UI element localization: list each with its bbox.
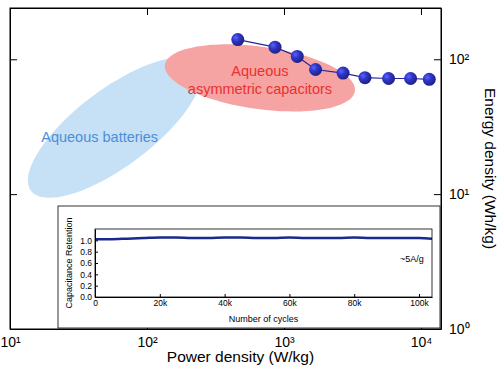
inset-chart: 0 20k 40k 60k 80k 100k 0.00.20.4 0.60.81.0 Numbe… xyxy=(58,206,440,328)
tick xyxy=(284,8,285,15)
tick-mark xyxy=(284,8,285,15)
tick: 0.4 xyxy=(80,270,98,280)
region-label: asymmetric capacitors xyxy=(188,81,332,97)
x-axis-top xyxy=(11,8,442,15)
annotation: ~5A/g xyxy=(400,254,424,264)
tick-label: 40k xyxy=(218,298,232,308)
tick-mark xyxy=(434,59,441,60)
main-chart: 10¹10²10³10⁴10⁰10¹10²Aqueous batteriesAq… xyxy=(0,8,499,365)
tick: 40k xyxy=(218,294,232,308)
tick xyxy=(421,8,422,15)
tick-mark xyxy=(421,8,422,15)
tick-mark xyxy=(160,294,161,297)
point xyxy=(358,71,371,84)
tick: 0.0 xyxy=(80,292,98,302)
tick xyxy=(10,329,17,330)
tick: 1.0 xyxy=(80,236,98,246)
point xyxy=(231,33,244,46)
tick-mark xyxy=(289,294,290,297)
tick-label: 10¹ xyxy=(0,334,21,350)
tick-mark xyxy=(434,329,441,330)
tick-label: 10⁰ xyxy=(449,321,470,337)
point xyxy=(382,72,395,85)
tick-mark xyxy=(10,329,17,330)
region-label: Aqueous batteries xyxy=(41,129,158,145)
tick-mark xyxy=(95,297,98,298)
tick-mark xyxy=(147,8,148,15)
plot-frame xyxy=(10,8,441,329)
tick-label: 0.8 xyxy=(80,247,92,257)
tick: 0.8 xyxy=(80,247,98,257)
inset-y-axis-title: Capacitance Retention xyxy=(64,217,74,308)
tick-mark xyxy=(434,194,441,195)
inset-plot-area xyxy=(95,238,432,240)
tick-mark xyxy=(10,59,17,60)
axis-line xyxy=(10,9,11,330)
inset-x-axis-title: Number of cycles xyxy=(229,314,299,324)
tick-label: 100k xyxy=(410,298,429,308)
tick: 80k xyxy=(348,294,362,308)
inset-x-axis: 0 20k 40k 60k 80k 100k xyxy=(93,294,432,308)
region-label: Aqueous xyxy=(231,63,288,79)
tick: 100k xyxy=(410,294,429,308)
series-line xyxy=(95,238,432,240)
tick-label: 80k xyxy=(348,298,362,308)
plot-area xyxy=(28,33,436,198)
tick-label: 0.0 xyxy=(80,292,92,302)
tick-mark xyxy=(419,294,420,297)
y-axis-title: Energy density (Wh/kg) xyxy=(482,88,499,249)
inset-frame xyxy=(95,229,432,297)
point xyxy=(291,50,304,63)
tick-label: 1.0 xyxy=(80,236,92,246)
point xyxy=(423,73,436,86)
region xyxy=(165,44,355,111)
tick-label: 10¹ xyxy=(449,186,470,202)
tick-mark xyxy=(95,274,98,275)
tick-mark xyxy=(10,194,17,195)
tick xyxy=(147,8,148,15)
tick: 60k xyxy=(283,294,297,308)
point xyxy=(337,67,350,80)
tick-mark xyxy=(95,240,98,241)
tick-label: 0 xyxy=(93,298,98,308)
point xyxy=(309,63,322,76)
tick-label: 10⁴ xyxy=(411,334,433,350)
tick-label: 60k xyxy=(283,298,297,308)
point xyxy=(404,72,417,85)
chart-svg: 10¹10²10³10⁴10⁰10¹10²Aqueous batteriesAq… xyxy=(0,0,500,367)
axis-line xyxy=(441,9,442,330)
point xyxy=(269,41,282,54)
tick: 0.6 xyxy=(80,258,98,268)
y-axis-left xyxy=(10,9,17,330)
tick: 20k xyxy=(153,294,167,308)
chart-container: 10¹10²10³10⁴10⁰10¹10²Aqueous batteriesAq… xyxy=(0,0,500,367)
axis-line xyxy=(11,329,442,330)
tick-mark xyxy=(354,294,355,297)
tick-mark xyxy=(95,263,98,264)
tick: 10¹ xyxy=(434,186,470,202)
tick-label: 0.4 xyxy=(80,270,92,280)
tick-mark xyxy=(225,294,226,297)
axis-line xyxy=(11,8,442,9)
tick-label: 10² xyxy=(137,334,158,350)
tick xyxy=(10,59,17,60)
tick-label: 0.2 xyxy=(80,281,92,291)
tick-mark xyxy=(95,252,98,253)
tick-label: 10² xyxy=(449,51,470,67)
tick xyxy=(10,194,17,195)
x-axis-title: Power density (W/kg) xyxy=(167,348,314,365)
tick-mark xyxy=(95,286,98,287)
tick-label: 20k xyxy=(153,298,167,308)
inset-y-axis: 0.00.20.4 0.60.81.0 xyxy=(80,230,98,303)
tick: 0.2 xyxy=(80,281,98,291)
tick-label: 0.6 xyxy=(80,258,92,268)
axis-line xyxy=(96,297,433,298)
inset-background xyxy=(58,206,440,328)
tick: 10² xyxy=(434,51,470,67)
